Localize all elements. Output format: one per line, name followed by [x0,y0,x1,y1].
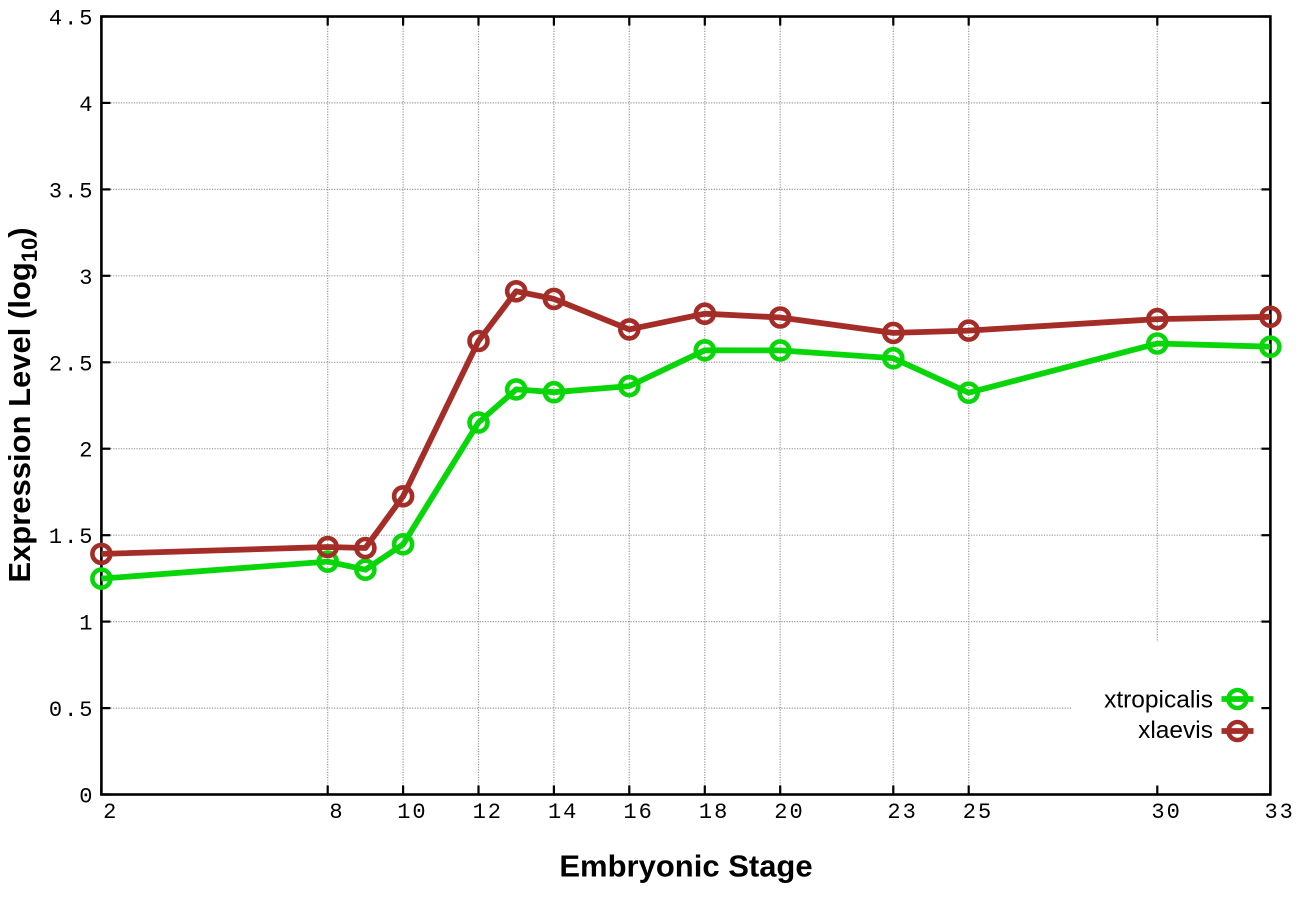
svg-text:0: 0 [79,785,94,810]
svg-text:14: 14 [548,800,578,825]
svg-text:18: 18 [699,800,729,825]
svg-text:20: 20 [774,800,804,825]
svg-text:2.5: 2.5 [49,352,95,377]
svg-text:xtropicalis: xtropicalis [1104,687,1213,714]
svg-text:33: 33 [1264,800,1294,825]
svg-text:1: 1 [79,612,94,637]
svg-text:2: 2 [103,800,118,825]
svg-text:3.5: 3.5 [49,179,95,204]
svg-text:xlaevis: xlaevis [1138,717,1213,744]
svg-text:3: 3 [79,266,94,291]
svg-text:4.5: 4.5 [49,7,95,32]
svg-text:12: 12 [473,800,503,825]
svg-text:23: 23 [887,800,917,825]
svg-text:2: 2 [79,439,94,464]
svg-text:0.5: 0.5 [49,698,95,723]
svg-text:25: 25 [963,800,993,825]
svg-text:16: 16 [623,800,653,825]
svg-text:Expression Level (log10): Expression Level (log10) [2,227,42,582]
svg-text:10: 10 [397,800,427,825]
svg-text:4: 4 [79,93,94,118]
svg-text:8: 8 [329,800,344,825]
svg-text:30: 30 [1151,800,1181,825]
svg-text:Embryonic Stage: Embryonic Stage [559,849,812,884]
svg-text:1.5: 1.5 [49,525,95,550]
